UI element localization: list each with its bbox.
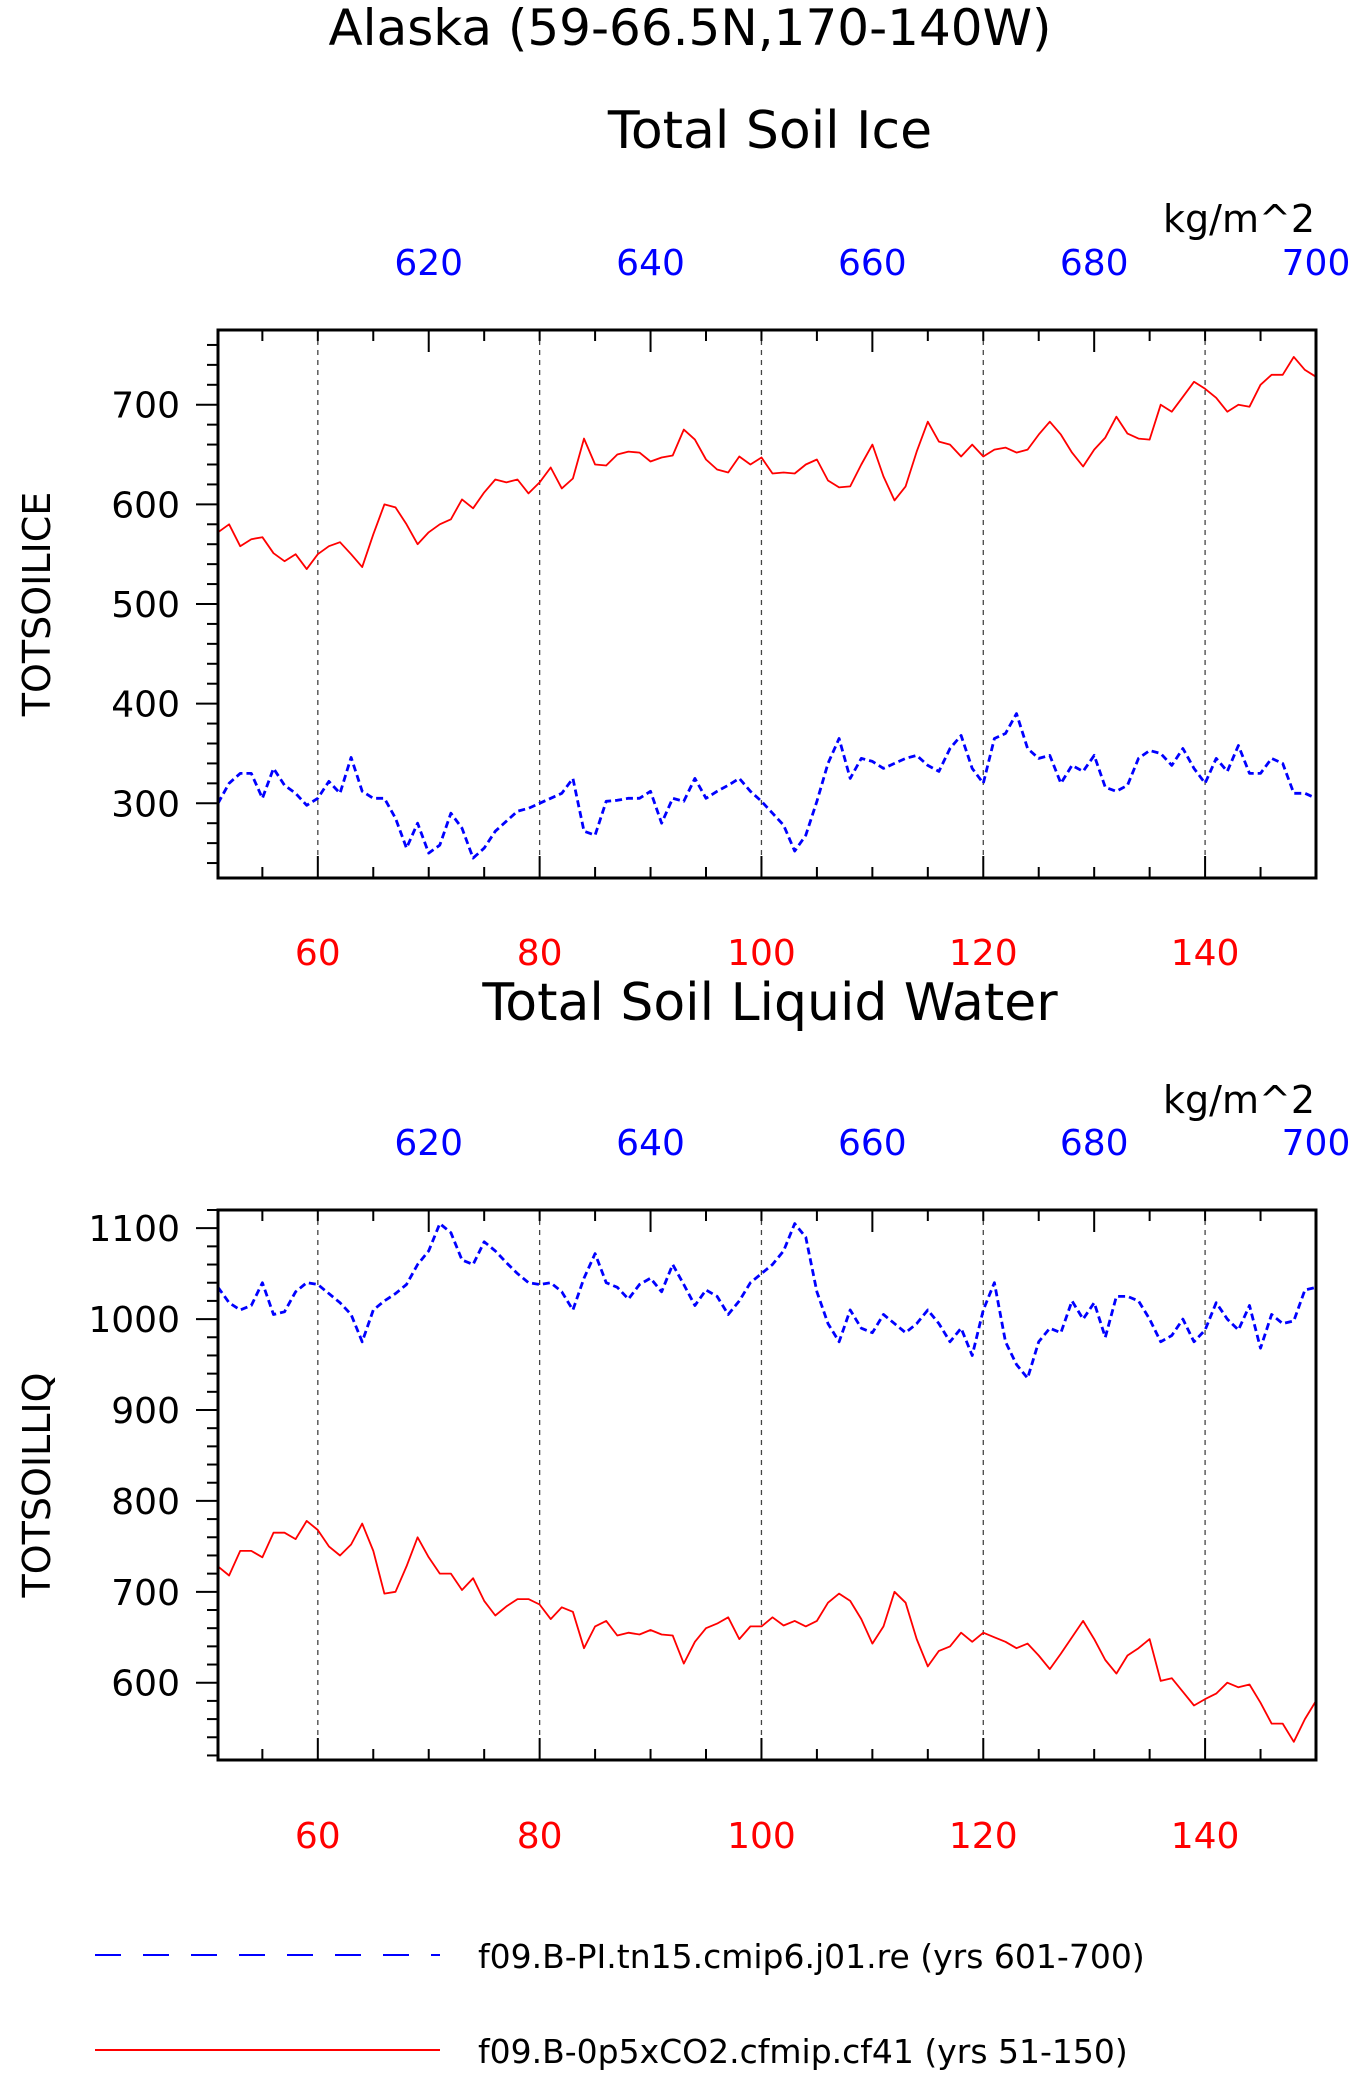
x-bottom-tick-label: 80 bbox=[517, 933, 563, 974]
y-axis-label: TOTSOILICE bbox=[15, 492, 59, 718]
panel-total-soil-liquid-water: Total Soil Liquid Water kg/m^2 TOTSOILLIQ 6… bbox=[15, 973, 1350, 1857]
y-tick-label: 700 bbox=[111, 1573, 180, 1614]
y-axis-label: TOTSOILLIQ bbox=[15, 1372, 59, 1598]
units-label: kg/m^2 bbox=[1163, 197, 1315, 241]
y-tick-label: 400 bbox=[111, 685, 180, 726]
y-tick-label: 500 bbox=[111, 585, 180, 626]
units-label: kg/m^2 bbox=[1163, 1078, 1315, 1122]
x-bottom-tick-label: 120 bbox=[949, 1816, 1018, 1857]
x-top-tick-label: 640 bbox=[616, 1123, 685, 1164]
x-bottom-tick-label: 60 bbox=[295, 933, 341, 974]
region-title: Alaska (59-66.5N,170-140W) bbox=[328, 0, 1051, 57]
legend: f09.B-PI.tn15.cmip6.j01.re (yrs 601-700)… bbox=[95, 1937, 1145, 2071]
x-top-tick-label: 660 bbox=[838, 243, 907, 284]
series-line-red-solid bbox=[217, 355, 1317, 570]
x-top-tick-label: 680 bbox=[1060, 243, 1129, 284]
x-bottom-tick-label: 60 bbox=[295, 1816, 341, 1857]
x-top-tick-label: 660 bbox=[838, 1123, 907, 1164]
series-line-blue-dashed bbox=[216, 1222, 1317, 1380]
x-top-tick-label: 700 bbox=[1282, 243, 1351, 284]
y-tick-label: 1100 bbox=[88, 1209, 180, 1250]
series-line-red-solid bbox=[217, 1520, 1317, 1743]
panel-total-soil-ice: Total Soil Ice kg/m^2 TOTSOILICE 60 80 100 120… bbox=[15, 101, 1350, 974]
y-tick-label: 300 bbox=[111, 784, 180, 825]
x-bottom-tick-label: 120 bbox=[949, 933, 1018, 974]
x-bottom-tick-label: 140 bbox=[1171, 933, 1240, 974]
series-line-blue-dashed bbox=[216, 712, 1317, 860]
plot-frame bbox=[216, 328, 1318, 880]
x-top-tick-label: 700 bbox=[1282, 1123, 1351, 1164]
x-bottom-tick-label: 100 bbox=[727, 1816, 796, 1857]
x-top-tick-label: 680 bbox=[1060, 1123, 1129, 1164]
panel-title: Total Soil Ice bbox=[607, 101, 932, 161]
y-tick-label: 800 bbox=[111, 1482, 180, 1523]
x-top-tick-label: 640 bbox=[616, 243, 685, 284]
x-bottom-tick-label: 80 bbox=[517, 1816, 563, 1857]
y-tick-label: 600 bbox=[111, 1664, 180, 1705]
x-top-tick-label: 620 bbox=[394, 243, 463, 284]
plot-frame bbox=[216, 1208, 1318, 1762]
y-tick-label: 600 bbox=[111, 485, 180, 526]
y-tick-label: 900 bbox=[111, 1391, 180, 1432]
x-bottom-tick-label: 140 bbox=[1171, 1816, 1240, 1857]
legend-label-blue: f09.B-PI.tn15.cmip6.j01.re (yrs 601-700) bbox=[478, 1937, 1145, 1976]
y-tick-label: 700 bbox=[111, 386, 180, 427]
x-bottom-tick-label: 100 bbox=[727, 933, 796, 974]
x-top-tick-label: 620 bbox=[394, 1123, 463, 1164]
y-tick-label: 1000 bbox=[88, 1300, 180, 1341]
legend-label-red: f09.B-0p5xCO2.cfmip.cf41 (yrs 51-150) bbox=[478, 2032, 1128, 2071]
panel-title: Total Soil Liquid Water bbox=[481, 973, 1058, 1033]
